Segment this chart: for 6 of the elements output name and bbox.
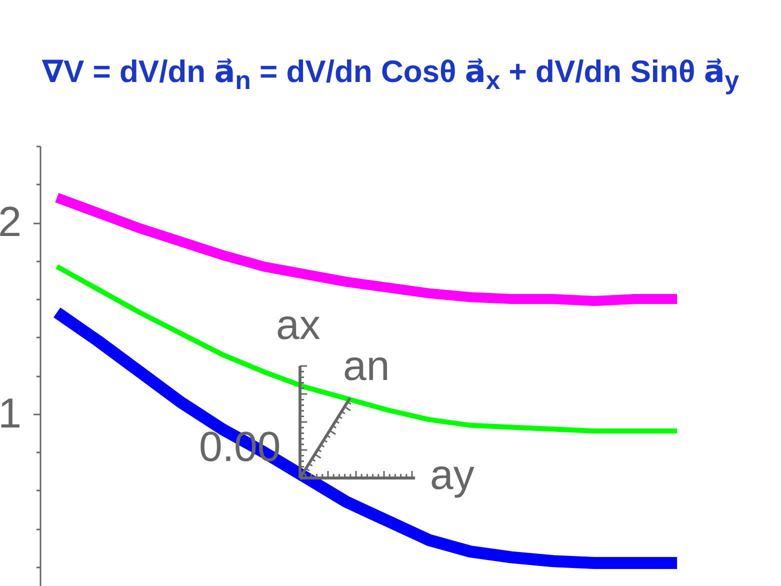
annotation: ay xyxy=(430,451,474,498)
annotation: an xyxy=(343,342,390,389)
y-tick-label: 1 xyxy=(0,389,22,436)
y-tick-label: 2 xyxy=(0,198,22,246)
annotation: ax xyxy=(276,301,320,348)
chart-title: ∇V = dV/dn a⃗$_{n}$ = dV/dn Cosθ a⃗$_{x}$ + dV/dn Sinθ a⃗$_{y}$ xyxy=(40,53,740,98)
